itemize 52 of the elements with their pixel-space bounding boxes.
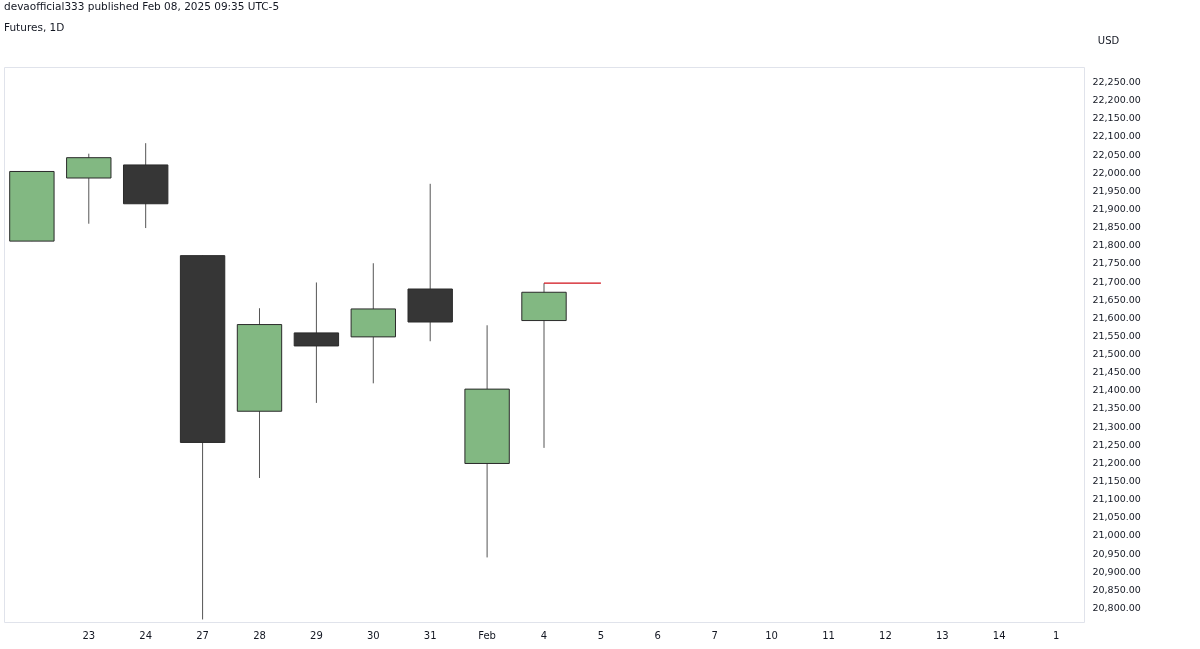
candlestick bbox=[293, 281, 340, 404]
y-tick-label: 21,600.00 bbox=[1092, 311, 1141, 323]
y-tick-label: 20,850.00 bbox=[1092, 583, 1141, 595]
x-tick-label: 12 bbox=[879, 629, 892, 641]
y-tick-label: 21,950.00 bbox=[1092, 184, 1141, 196]
y-tick-label: 20,950.00 bbox=[1092, 547, 1141, 559]
x-tick-label: 4 bbox=[540, 629, 548, 641]
x-tick-label: 7 bbox=[711, 629, 718, 641]
x-tick-label: 28 bbox=[253, 629, 266, 641]
y-tick-label: 21,200.00 bbox=[1092, 456, 1141, 468]
y-tick-label: 21,100.00 bbox=[1092, 493, 1141, 505]
x-tick-label: 5 bbox=[597, 629, 605, 641]
y-tick-label: 21,300.00 bbox=[1092, 420, 1141, 432]
y-tick-label: 22,100.00 bbox=[1092, 130, 1141, 142]
y-tick-label: 22,150.00 bbox=[1092, 112, 1141, 124]
y-tick-label: 21,350.00 bbox=[1092, 402, 1141, 414]
x-tick-label: 10 bbox=[765, 629, 778, 641]
x-tick-label: 29 bbox=[310, 629, 323, 641]
x-tick-label: 6 bbox=[654, 629, 661, 641]
y-tick-label: 22,200.00 bbox=[1092, 94, 1141, 106]
y-tick-label: 20,800.00 bbox=[1092, 601, 1141, 613]
x-tick-label: 23 bbox=[82, 629, 96, 641]
x-tick-label: 1 bbox=[1052, 629, 1060, 641]
x-tick-label: 24 bbox=[139, 629, 153, 641]
y-tick-label: 21,150.00 bbox=[1092, 475, 1141, 487]
y-tick-label: 21,500.00 bbox=[1092, 348, 1141, 360]
y-tick-label: 21,750.00 bbox=[1092, 257, 1141, 269]
y-axis-title: USD bbox=[1097, 34, 1120, 46]
y-tick-label: 21,800.00 bbox=[1092, 239, 1141, 251]
text: devaofficial333 published Feb 08, 2025 09:35 UTC-5 bbox=[4, 0, 280, 12]
x-tick-label: 27 bbox=[196, 629, 209, 641]
x-tick-label: 13 bbox=[935, 629, 949, 641]
y-tick-label: 22,050.00 bbox=[1092, 148, 1141, 160]
y-tick-label: 21,250.00 bbox=[1092, 438, 1141, 450]
y-tick-label: 21,700.00 bbox=[1092, 275, 1141, 287]
y-tick-label: 21,850.00 bbox=[1092, 221, 1141, 233]
chart-title: Futures, 1D bbox=[4, 20, 65, 33]
y-tick-label: 21,400.00 bbox=[1092, 384, 1141, 396]
y-tick-label: 21,900.00 bbox=[1092, 202, 1141, 214]
x-tick-label: 30 bbox=[366, 629, 380, 641]
y-tick-label: 21,650.00 bbox=[1092, 293, 1141, 305]
y-tick-label: 21,550.00 bbox=[1092, 329, 1141, 341]
x-tick-label: Feb bbox=[478, 629, 496, 641]
y-tick-label: 22,250.00 bbox=[1092, 76, 1141, 88]
y-tick-label: 21,050.00 bbox=[1092, 511, 1141, 523]
y-tick-label: 21,000.00 bbox=[1092, 529, 1141, 541]
y-tick-label: 21,450.00 bbox=[1092, 366, 1141, 378]
x-tick-label: 31 bbox=[423, 629, 437, 641]
y-tick-label: 22,000.00 bbox=[1092, 166, 1141, 178]
x-tick-label: 11 bbox=[822, 629, 835, 641]
y-tick-label: 20,900.00 bbox=[1092, 565, 1141, 577]
x-tick-label: 14 bbox=[992, 629, 1006, 641]
